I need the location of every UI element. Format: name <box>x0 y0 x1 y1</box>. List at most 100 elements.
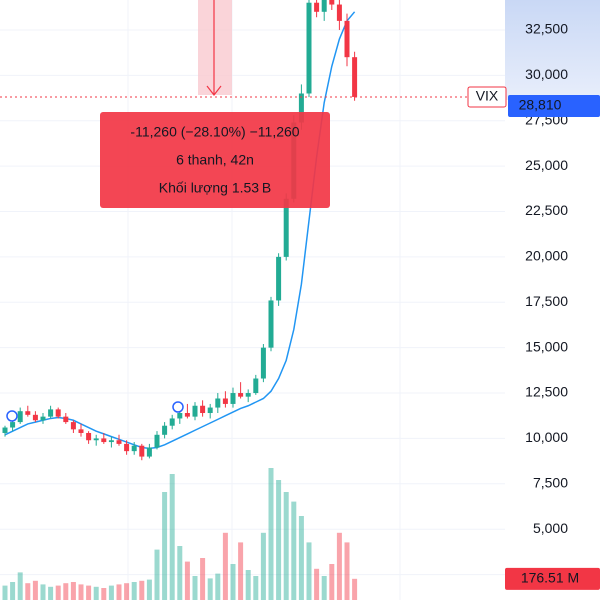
volume-bar <box>131 582 137 600</box>
candle-body <box>207 407 213 414</box>
volume-bar <box>222 532 228 600</box>
measure-range <box>198 0 232 95</box>
volume-bar <box>215 573 221 600</box>
candle-body <box>10 422 16 428</box>
volume-bar <box>200 558 206 600</box>
volume-bar <box>55 585 61 600</box>
candle-body <box>139 445 145 457</box>
volume <box>2 468 358 600</box>
candle-body <box>162 425 168 435</box>
candle-body <box>222 398 228 404</box>
tooltip-line: -11,260 (−28.10%) −11,260 <box>130 124 299 140</box>
candle-body <box>177 413 183 419</box>
tooltip-line: 6 thanh, 42n <box>176 152 254 168</box>
volume-bar <box>238 542 244 600</box>
y-tick-label: 30,000 <box>525 66 568 82</box>
event-marker[interactable] <box>6 410 18 422</box>
candle-body <box>245 393 251 397</box>
candle-body <box>306 2 312 94</box>
candle-body <box>70 422 76 430</box>
volume-bar <box>306 542 312 600</box>
volume-bar <box>329 564 335 600</box>
volume-bar <box>321 576 327 600</box>
volume-bar <box>177 546 183 600</box>
candle-body <box>93 438 99 441</box>
symbol-tag <box>467 86 507 108</box>
volume-bar <box>139 580 145 600</box>
volume-bar <box>154 549 160 600</box>
arrow-head <box>206 85 222 96</box>
candle-body <box>184 413 190 417</box>
candle-body <box>116 440 122 444</box>
y-tick-label: 7,500 <box>533 475 568 491</box>
candle-body <box>215 398 221 408</box>
candle-body <box>238 393 244 397</box>
volume-bar <box>108 585 114 600</box>
candle-body <box>321 0 327 12</box>
candle-body <box>55 409 61 417</box>
candle-body <box>260 347 266 379</box>
candle-body <box>298 93 304 123</box>
candle-body <box>63 416 69 423</box>
y-tick-label: 25,000 <box>525 157 568 173</box>
event-marker[interactable] <box>172 401 184 413</box>
volume-bar <box>169 474 175 600</box>
volume-tag <box>505 567 600 590</box>
volume-bar <box>207 578 213 600</box>
volume-bar <box>162 492 168 600</box>
volume-bar <box>245 570 251 600</box>
candles <box>2 0 358 461</box>
tooltip: -11,260 (−28.10%) −11,260 6 thanh, 42n Khố… <box>100 112 330 208</box>
candle-body <box>17 411 23 423</box>
volume-bar <box>70 582 76 600</box>
candle-body <box>124 443 130 452</box>
candle-body <box>192 405 198 417</box>
volume-bar <box>192 576 198 600</box>
axis-highlight <box>505 0 600 100</box>
volume-bar <box>253 576 259 600</box>
volume-bar <box>101 588 107 600</box>
candle-body <box>352 57 358 97</box>
candle-body <box>86 432 92 441</box>
volume-bar <box>336 532 342 600</box>
candle-body <box>253 378 259 394</box>
candle-body <box>2 427 8 433</box>
volume-bar <box>184 561 190 600</box>
volume-bar <box>276 480 282 600</box>
volume-bar <box>40 584 46 600</box>
candle-body <box>40 416 46 421</box>
candle-body <box>25 411 31 415</box>
candle-body <box>131 445 137 452</box>
volume-bar <box>10 582 16 600</box>
y-tick-label: 20,000 <box>525 248 568 264</box>
grid <box>0 29 505 576</box>
tooltip-box <box>100 112 330 208</box>
moving-average <box>4 11 356 450</box>
volume-bar <box>146 579 152 600</box>
volume-bar <box>298 516 304 600</box>
volume-bar <box>93 586 99 600</box>
candle-body <box>314 2 320 12</box>
price-tag <box>508 94 600 117</box>
volume-bar <box>124 583 130 600</box>
price-tag-label: 28,810 <box>519 97 562 113</box>
volume-bar <box>260 532 266 600</box>
volume-bar <box>2 585 8 600</box>
candle-body <box>78 429 84 433</box>
y-tick-label: 32,500 <box>525 21 568 37</box>
candle-body <box>169 418 175 426</box>
volume-bar <box>291 501 297 600</box>
volume-bar <box>230 564 236 600</box>
volume-bar <box>314 568 320 600</box>
y-tick-label: 5,000 <box>533 520 568 536</box>
y-tick-label: 15,000 <box>525 338 568 354</box>
y-tick-label: 17,500 <box>525 293 568 309</box>
volume-bar <box>78 584 84 600</box>
volume-bar <box>268 468 274 600</box>
candle-body <box>276 256 282 301</box>
y-tick-label: 22,500 <box>525 202 568 218</box>
candle-body <box>108 440 114 443</box>
candle-body <box>48 409 54 417</box>
